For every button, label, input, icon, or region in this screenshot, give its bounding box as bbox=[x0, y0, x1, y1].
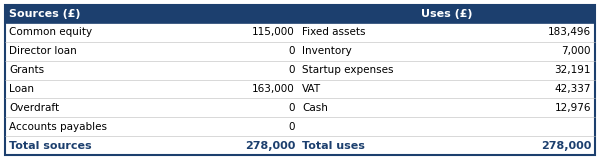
Text: 278,000: 278,000 bbox=[245, 141, 295, 151]
Text: 0: 0 bbox=[289, 46, 295, 56]
Text: Sources (£): Sources (£) bbox=[9, 9, 80, 19]
Text: Common equity: Common equity bbox=[9, 27, 92, 37]
Text: Uses (£): Uses (£) bbox=[421, 9, 472, 19]
Text: Total uses: Total uses bbox=[302, 141, 365, 151]
Text: Accounts payables: Accounts payables bbox=[9, 122, 107, 132]
Text: 0: 0 bbox=[289, 122, 295, 132]
Text: 183,496: 183,496 bbox=[548, 27, 591, 37]
Text: Loan: Loan bbox=[9, 84, 34, 94]
Text: Inventory: Inventory bbox=[302, 46, 352, 56]
Text: Overdraft: Overdraft bbox=[9, 103, 59, 113]
Text: 115,000: 115,000 bbox=[252, 27, 295, 37]
Text: 163,000: 163,000 bbox=[252, 84, 295, 94]
Text: Total sources: Total sources bbox=[9, 141, 92, 151]
Text: Grants: Grants bbox=[9, 65, 44, 75]
Text: 32,191: 32,191 bbox=[554, 65, 591, 75]
Text: 0: 0 bbox=[289, 65, 295, 75]
Bar bbox=[5, 5, 595, 23]
Text: Cash: Cash bbox=[302, 103, 328, 113]
Text: Startup expenses: Startup expenses bbox=[302, 65, 394, 75]
Text: 12,976: 12,976 bbox=[554, 103, 591, 113]
Text: VAT: VAT bbox=[302, 84, 321, 94]
Text: 42,337: 42,337 bbox=[554, 84, 591, 94]
Text: 0: 0 bbox=[289, 103, 295, 113]
Text: 7,000: 7,000 bbox=[562, 46, 591, 56]
Text: Fixed assets: Fixed assets bbox=[302, 27, 365, 37]
Text: 278,000: 278,000 bbox=[541, 141, 591, 151]
Text: Director loan: Director loan bbox=[9, 46, 77, 56]
